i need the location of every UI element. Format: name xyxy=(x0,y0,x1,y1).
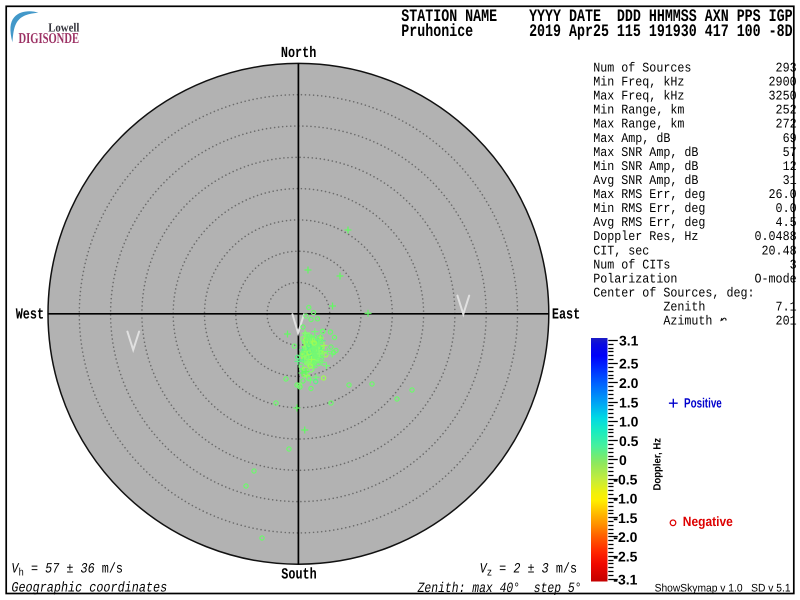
svg-text:Max SNR Amp, dB 57: Max SNR Amp, dB 57 xyxy=(593,145,796,161)
svg-text:Max RMS Err, deg 26.0: Max RMS Err, deg 26.0 xyxy=(593,187,796,203)
svg-text:-1.0: -1.0 xyxy=(613,491,637,507)
svg-text:Positive: Positive xyxy=(684,395,722,410)
svg-text:Pruhonice 2019 Apr25 115: Pruhonice 2019 Apr25 115 191930 417 100 … xyxy=(401,21,792,41)
svg-text:East: East xyxy=(552,306,580,324)
svg-text:STATION NAME YYYY DATE DDD: STATION NAME YYYY DATE DDD HHMMSS AXN PP… xyxy=(401,6,792,26)
svg-text:Min RMS Err, deg 0.0: Min RMS Err, deg 0.0 xyxy=(593,201,796,217)
svg-text:Max Range, km 272: Max Range, km 272 xyxy=(593,116,796,132)
svg-text:Doppler Res, Hz 0.0488: Doppler Res, Hz 0.0488 xyxy=(593,229,796,245)
svg-text:Polarization O-mode: Polarization O-mode xyxy=(593,271,796,287)
svg-text:Center of Sources, deg:: Center of Sources, deg: xyxy=(593,285,754,301)
svg-text:Negative: Negative xyxy=(683,514,733,529)
svg-text:ShowSkymap v 1.0 SD v 5.1: ShowSkymap v 1.0 SD v 5.1 xyxy=(655,583,791,595)
svg-text:Min Range, km 252: Min Range, km 252 xyxy=(593,102,796,118)
svg-text:Avg SNR Amp, dB 31: Avg SNR Amp, dB 31 xyxy=(593,173,796,189)
svg-text:Min SNR Amp, dB 12: Min SNR Amp, dB 12 xyxy=(593,159,796,175)
svg-text:Max Freq, kHz 3250: Max Freq, kHz 3250 xyxy=(593,88,796,104)
svg-text:Avg RMS Err, deg 4.5: Avg RMS Err, deg 4.5 xyxy=(593,215,796,231)
svg-text:2.0: 2.0 xyxy=(619,375,639,391)
svg-text:Max Amp, dB 69: Max Amp, dB 69 xyxy=(593,131,796,147)
svg-text:North: North xyxy=(281,44,316,62)
svg-text:0.5: 0.5 xyxy=(619,433,639,449)
svg-text:Zenith: max 40° step 5°: Zenith: max 40° step 5° xyxy=(417,580,582,597)
svg-text:-2.0: -2.0 xyxy=(613,529,637,545)
svg-text:-1.5: -1.5 xyxy=(613,510,637,526)
svg-text:-2.5: -2.5 xyxy=(613,549,637,565)
svg-text:Doppler, Hz: Doppler, Hz xyxy=(652,438,664,491)
svg-text:1.0: 1.0 xyxy=(619,414,639,430)
svg-text:2.5: 2.5 xyxy=(619,356,639,372)
svg-text:3.1: 3.1 xyxy=(619,333,639,349)
svg-text:-0.5: -0.5 xyxy=(613,471,637,487)
svg-text:-3.1: -3.1 xyxy=(613,572,637,588)
svg-text:0: 0 xyxy=(619,452,627,468)
svg-text:Num of CITs 3: Num of CITs 3 xyxy=(593,257,796,273)
svg-text:Min Freq, kHz 2900: Min Freq, kHz 2900 xyxy=(593,74,796,90)
svg-text:West: West xyxy=(16,306,44,324)
svg-text:Num of Sources 293: Num of Sources 293 xyxy=(593,60,796,76)
svg-text:Geographic coordinates: Geographic coordinates xyxy=(11,580,167,597)
svg-text:CIT, sec 20.48: CIT, sec 20.48 xyxy=(593,243,796,259)
svg-text:Vz = 2 ± 3 m/s: Vz = 2 ± 3 m/s xyxy=(480,560,577,579)
svg-text:DIGISONDE: DIGISONDE xyxy=(19,31,80,47)
svg-text:Zenith 7.1: Zenith 7.1 xyxy=(593,299,796,315)
svg-text:1.5: 1.5 xyxy=(619,394,639,410)
svg-text:Vh = 57 ± 36 m/s: Vh = 57 ± 36 m/s xyxy=(11,560,123,579)
svg-text:South: South xyxy=(281,565,316,583)
svg-text:Azimuth 201: Azimuth 201 xyxy=(593,313,796,329)
svg-text:Lowell: Lowell xyxy=(48,20,80,34)
